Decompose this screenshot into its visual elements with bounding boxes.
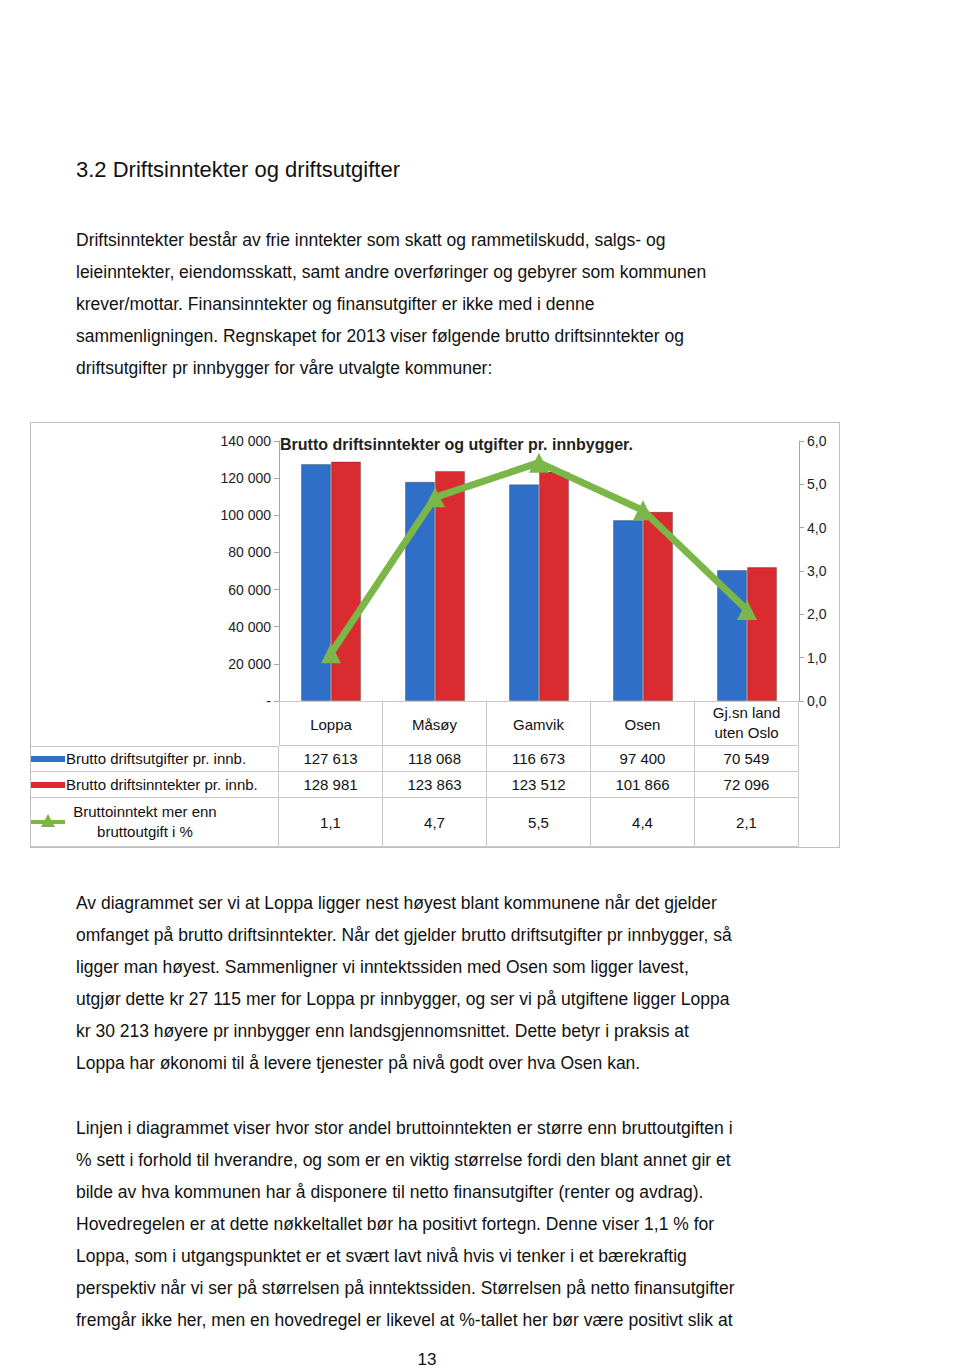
html-text:127 613: 127 613 — [303, 750, 358, 767]
html-text:Gj.sn land uten Oslo: Gj.sn land uten Oslo — [712, 704, 781, 741]
svg-text:3,0: 3,0 — [807, 563, 827, 579]
html-text:krever/mottar. Finansinntekter: krever/mottar. Finansinntekter og finans… — [76, 294, 595, 314]
svg-text:6,0: 6,0 — [807, 433, 827, 449]
html-text:101 866: 101 866 — [615, 776, 670, 793]
html-text:Av diagrammet ser vi at Loppa: Av diagrammet ser vi at Loppa ligger nes… — [76, 893, 717, 913]
svg-text:2,0: 2,0 — [807, 606, 827, 622]
html-text:bilde av hva kommunen har å di: bilde av hva kommunen har å disponere ti… — [76, 1182, 704, 1202]
html-text:leieinntekter, eiendomsskatt,: leieinntekter, eiendomsskatt, samt andre… — [76, 262, 707, 282]
html-text:Loppa, som i utgangspunktet er: Loppa, som i utgangspunktet er et svært … — [76, 1246, 687, 1266]
html-text:Bruttoinntekt mer enn bruttout: Bruttoinntekt mer enn bruttoutgift i % — [73, 803, 217, 840]
html-text:omfanget på brutto driftsinnte: omfanget på brutto driftsinntekter. Når … — [76, 925, 732, 945]
html-text:fremgår ikke her, men en hoved: fremgår ikke her, men en hovedregel er l… — [76, 1310, 733, 1330]
html-text:ligger man høyest. Sammenligne: ligger man høyest. Sammenligner vi innte… — [76, 957, 689, 977]
html-text:Brutto driftsutgifter pr. innb: Brutto driftsutgifter pr. innb. — [66, 750, 247, 767]
html-text:116 673: 116 673 — [511, 750, 565, 767]
html-text:5,5: 5,5 — [528, 813, 549, 831]
html-text:driftsutgifter pr innbygger fo: driftsutgifter pr innbygger for våre utv… — [76, 358, 493, 378]
html-text:13: 13 — [417, 1350, 437, 1369]
html-text:123 512: 123 512 — [511, 776, 566, 793]
html-text:72 096: 72 096 — [723, 776, 770, 793]
html-text:Måsøy: Måsøy — [412, 716, 457, 733]
html-text:123 863: 123 863 — [407, 776, 462, 793]
svg-text:5,0: 5,0 — [807, 476, 827, 492]
html-text:1,1: 1,1 — [320, 813, 341, 831]
svg-text:0,0: 0,0 — [807, 693, 827, 709]
svg-text:Brutto driftsinntekter og utgi: Brutto driftsinntekter og utgifter pr. i… — [280, 436, 633, 453]
html-text:Linjen i diagrammet viser hvor: Linjen i diagrammet viser hvor stor ande… — [76, 1118, 733, 1138]
html-text:kr 30 213 høyere pr innbygger: kr 30 213 høyere pr innbygger enn landsg… — [76, 1021, 689, 1041]
html-text:% sett i forhold til hverandre: % sett i forhold til hverandre, og som e… — [76, 1150, 731, 1170]
html-text:Loppa: Loppa — [310, 716, 352, 733]
svg-text:20 000: 20 000 — [228, 656, 271, 672]
html-text:perspektiv når vi ser på størr: perspektiv når vi ser på størrelsen på i… — [76, 1278, 735, 1298]
html-text:utgjør dette kr 27 115 mer for: utgjør dette kr 27 115 mer for Loppa pr … — [76, 989, 730, 1009]
svg-text:80 000: 80 000 — [228, 544, 271, 560]
html-text:118 068: 118 068 — [407, 750, 461, 767]
html-text:Osen: Osen — [624, 716, 661, 733]
html-text:70 549: 70 549 — [723, 750, 770, 767]
svg-text:120 000: 120 000 — [220, 470, 271, 486]
svg-text:-: - — [266, 693, 271, 709]
html-text:4,7: 4,7 — [424, 813, 445, 831]
html-text:Driftsinntekter består av frie: Driftsinntekter består av frie inntekter… — [76, 230, 666, 250]
html-text:4,4: 4,4 — [632, 813, 653, 831]
html-text:Loppa har økonomi til å levere: Loppa har økonomi til å levere tjenester… — [76, 1053, 641, 1073]
svg-text:60 000: 60 000 — [228, 582, 271, 598]
html-text:97 400: 97 400 — [619, 750, 666, 767]
html-text:Brutto driftsinntekter pr. inn: Brutto driftsinntekter pr. innb. — [66, 775, 258, 793]
svg-text:4,0: 4,0 — [807, 520, 827, 536]
html-text:128 981: 128 981 — [303, 776, 358, 793]
svg-text:100 000: 100 000 — [220, 507, 271, 523]
html-text:sammenligningen. Regnskapet fo: sammenligningen. Regnskapet for 2013 vis… — [76, 326, 684, 346]
svg-text:1,0: 1,0 — [807, 650, 827, 666]
html-text:2,1: 2,1 — [736, 813, 757, 831]
svg-text:140 000: 140 000 — [220, 433, 271, 449]
html-text:Gamvik: Gamvik — [513, 716, 564, 733]
html-text:3.2 Driftsinntekter og driftsu: 3.2 Driftsinntekter og driftsutgifter — [76, 157, 400, 182]
svg-text:40 000: 40 000 — [228, 619, 271, 635]
html-text:Hovedregelen er at dette nøkke: Hovedregelen er at dette nøkkeltallet bø… — [76, 1214, 715, 1234]
